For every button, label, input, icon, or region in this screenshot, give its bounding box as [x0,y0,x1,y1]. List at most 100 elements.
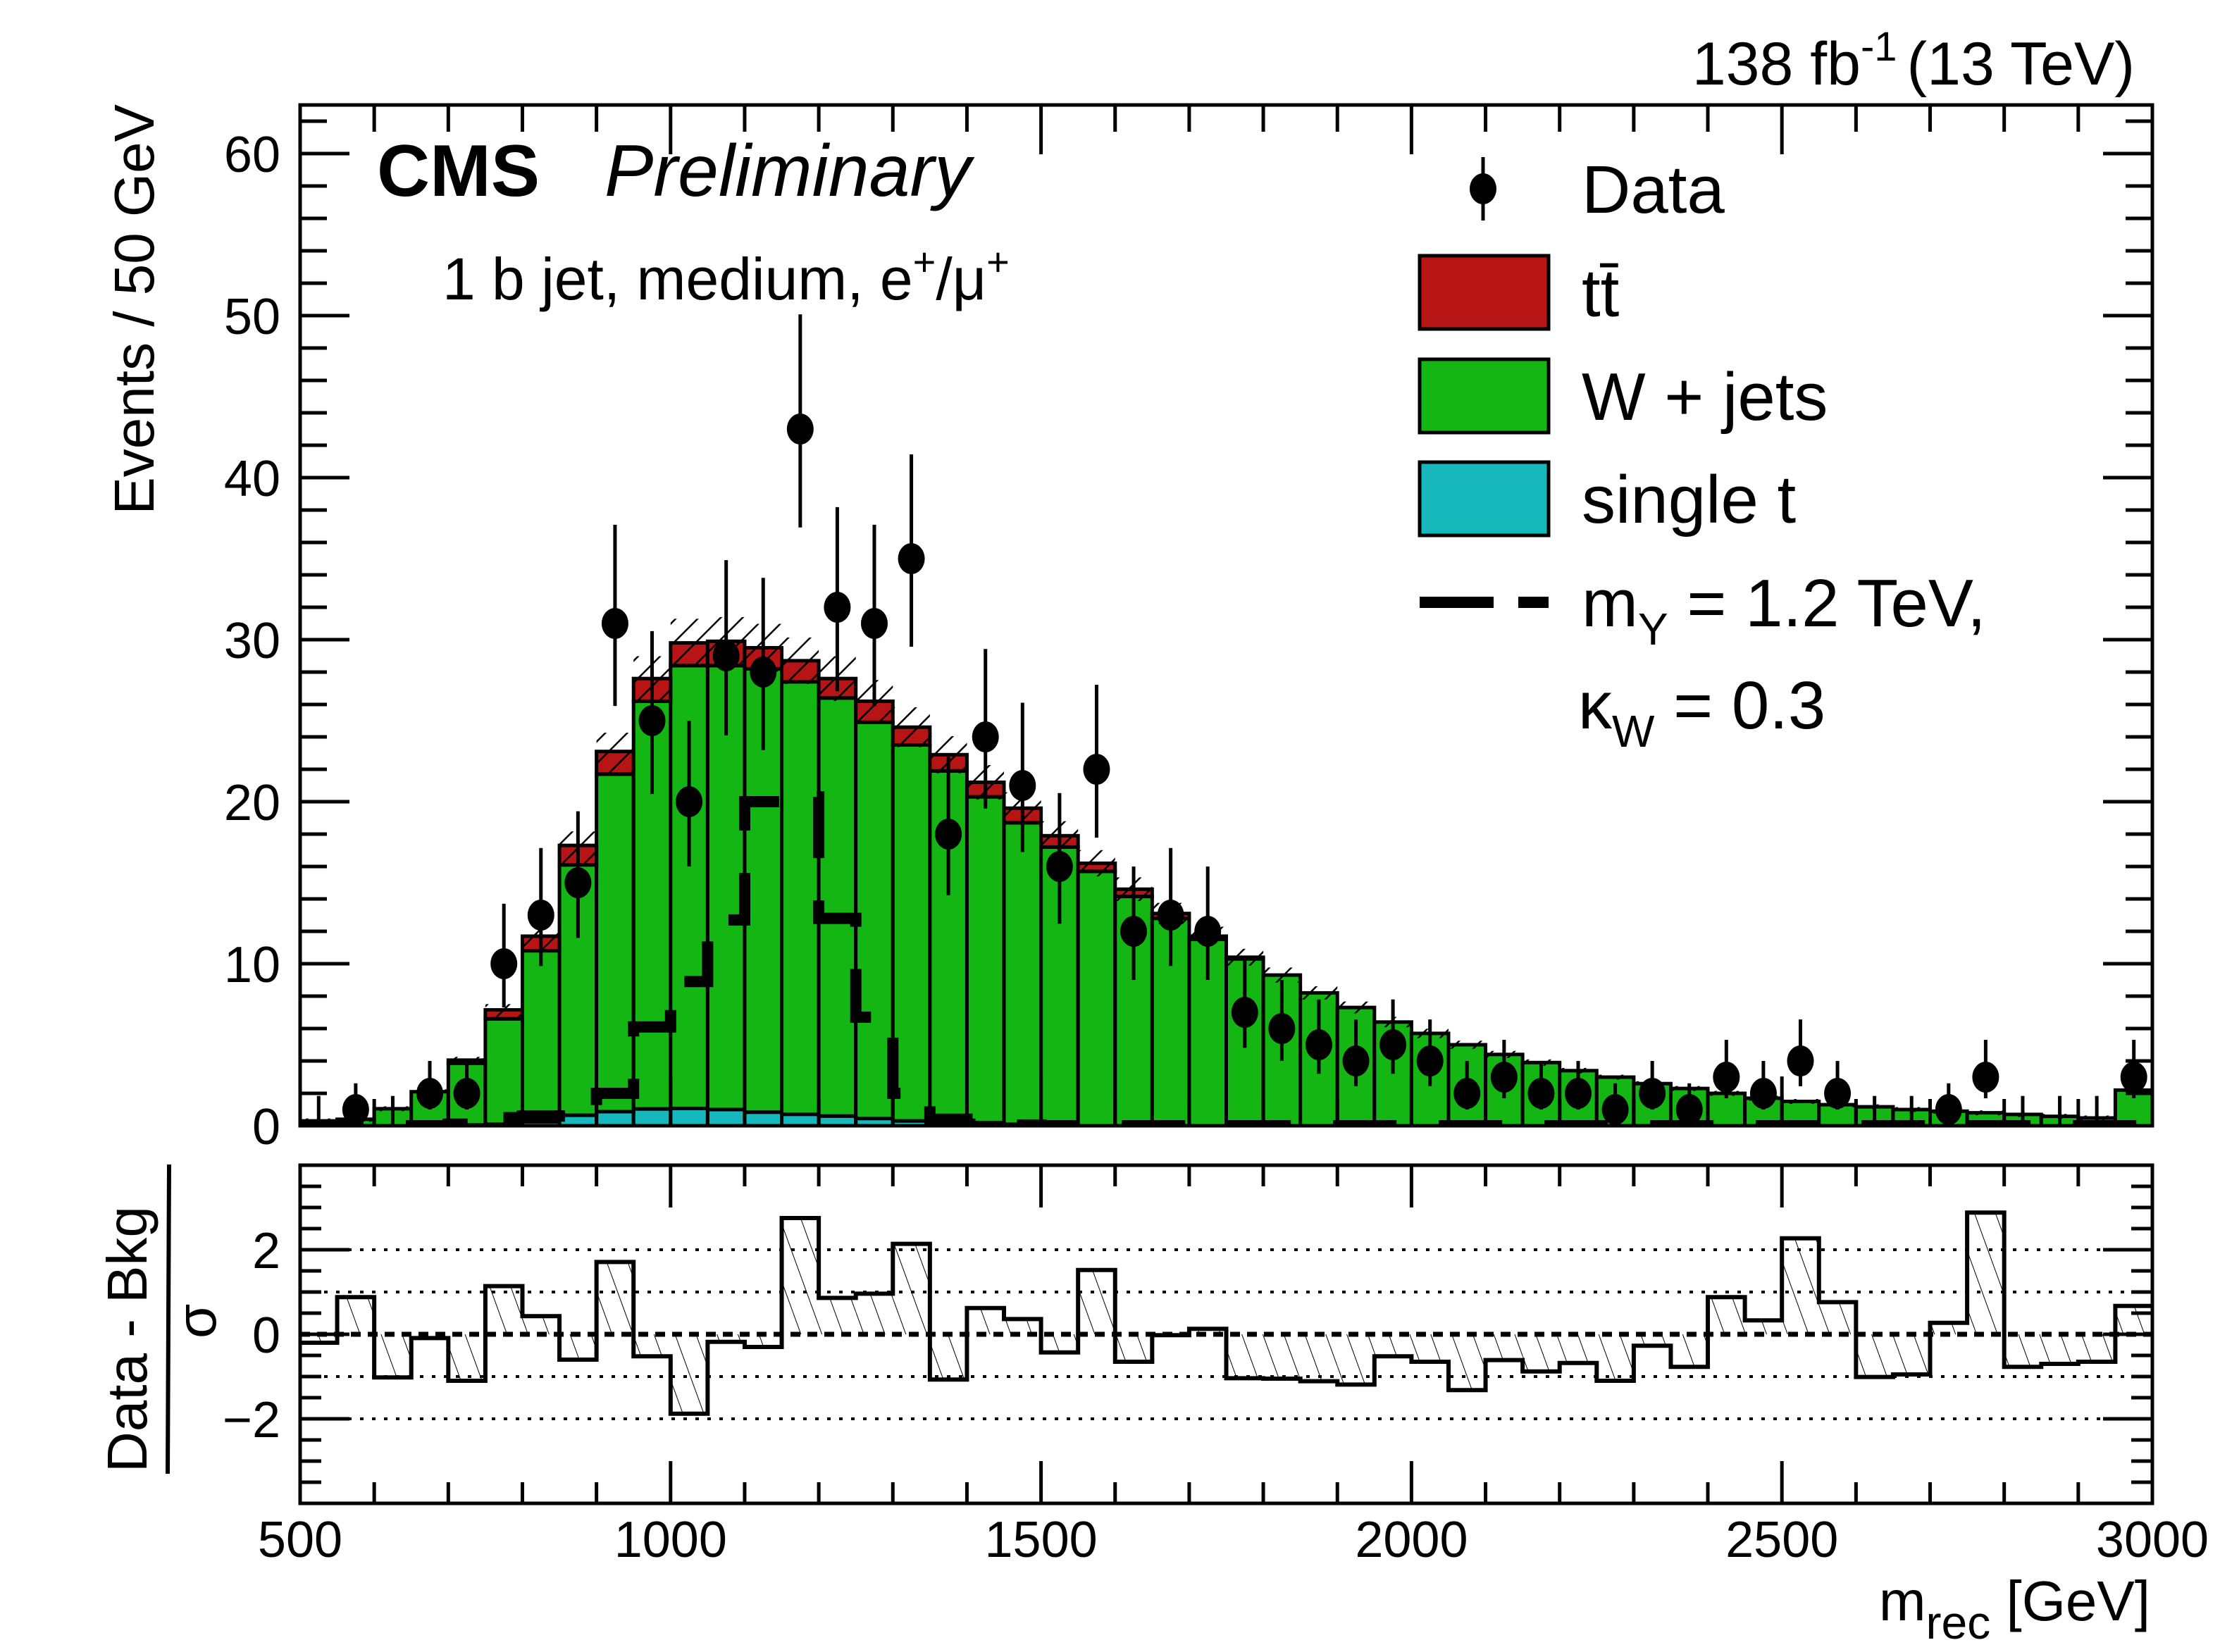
data-point [935,819,962,850]
x-tick-label: 3000 [2096,1512,2209,1568]
ratio-bar [1300,1334,1338,1381]
data-point [1305,1029,1332,1060]
ratio-bar [1411,1334,1449,1362]
ratio-bar [1892,1334,1930,1374]
data-point [1268,1013,1296,1044]
data-point [1157,900,1184,931]
ratio-bar [1374,1334,1412,1357]
legend-entry: Data [1470,152,1725,228]
uncertainty-band [1300,986,1338,1000]
uncertainty-band [1337,1001,1375,1014]
ratio-bar [1633,1334,1671,1346]
data-point [1935,1094,1962,1125]
ratio-bar [1226,1334,1264,1379]
ratio-bar [967,1308,1005,1334]
uncertainty-band [781,637,819,684]
ratio-bar [1856,1334,1893,1377]
y-tick-label: 50 [224,289,280,345]
x-tick-label: 1000 [614,1512,727,1568]
ratio-bar [1004,1319,1041,1334]
cms-label: CMS [377,130,540,212]
data-point [860,608,888,639]
legend-swatch [1418,460,1551,538]
data-point [972,721,999,752]
stack-bar [669,1106,709,1126]
data-point [1342,1045,1370,1076]
data-point [1824,1078,1852,1109]
ratio-bar [929,1334,967,1380]
legend-entry: mY = 1.2 TeV, [1420,566,1986,654]
uncertainty-band [485,1004,523,1016]
uncertainty-band [1596,1074,1634,1080]
x-axis-title: mrec [GeV] [1879,1570,2150,1648]
uncertainty-band [1448,1041,1486,1049]
data-point [1416,1045,1444,1076]
uncertainty-band [1078,850,1115,877]
ratio-bar [1078,1269,1115,1334]
data-point [676,786,703,817]
data-point [453,1078,480,1109]
ratio-bar [1670,1334,1709,1367]
x-tick-label: 500 [258,1512,342,1568]
ratio-bar [1115,1334,1153,1362]
data-point [1009,770,1036,801]
ratio-bar [337,1297,375,1334]
ratio-y-tick-label: 0 [252,1308,280,1364]
stack-bar [595,772,635,1114]
legend: Data tt̄ W + jets single t mY = 1.2 TeV, κW =… [1418,152,1986,757]
ratio-bar [1708,1297,1745,1334]
data-point [898,543,925,574]
ratio-bar [2115,1305,2152,1334]
legend-swatch [1418,254,1551,331]
data-point [1490,1062,1518,1093]
data-point [527,900,554,931]
ratio-bar [1596,1334,1634,1381]
data-point [1601,1094,1629,1125]
stack-bar [780,680,821,1117]
ratio-bar [1559,1334,1597,1363]
legend-swatch [1418,357,1551,435]
uncertainty-band [1782,1099,1819,1104]
data-point [342,1094,369,1125]
legend-entry: single t [1418,460,1796,538]
uncertainty-band [596,733,634,771]
data-point [1379,1029,1407,1060]
data-point [1046,851,1073,882]
legend-label: tt̄ [1582,256,1619,331]
data-point [1787,1045,1814,1076]
legend-label: single t [1582,462,1796,538]
lumi-label: 138 fb-1 (13 TeV) [1692,24,2135,98]
y-axis-title: Events / 50 GeV [103,104,166,514]
stack-bar [743,1110,784,1126]
ratio-bar [1485,1334,1523,1360]
legend-label: mY = 1.2 TeV, [1582,566,1986,654]
data-point [1749,1078,1777,1109]
ratio-bar [893,1243,930,1334]
ratio-bar [1782,1238,1819,1334]
legend-entry: tt̄ [1418,254,1619,331]
ratio-bar [485,1286,523,1334]
data-point [824,592,851,623]
preliminary-label: Preliminary [604,130,975,212]
uncertainty-band [893,707,930,747]
data-point [416,1078,444,1109]
ratio-bar [2078,1334,2116,1362]
ratio-bar [819,1298,856,1334]
data-point [1527,1078,1555,1109]
legend-data-marker [1470,173,1496,204]
data-point [638,705,666,736]
ratio-bar [374,1334,411,1378]
ratio-bar [744,1334,782,1347]
data-point [1194,916,1222,947]
data-point [1565,1078,1592,1109]
stack-bar [1002,821,1043,1126]
ratio-bar [707,1334,745,1342]
stack-bar [965,795,1006,1124]
ratio-y-title-denominator: σ [165,1304,228,1339]
data-point [1713,1062,1740,1093]
ratio-bar [2004,1334,2042,1367]
ratio-bar [1041,1334,1079,1353]
data-point [1083,754,1110,785]
stack-bar [705,1107,747,1126]
ratio-bar [781,1218,819,1334]
